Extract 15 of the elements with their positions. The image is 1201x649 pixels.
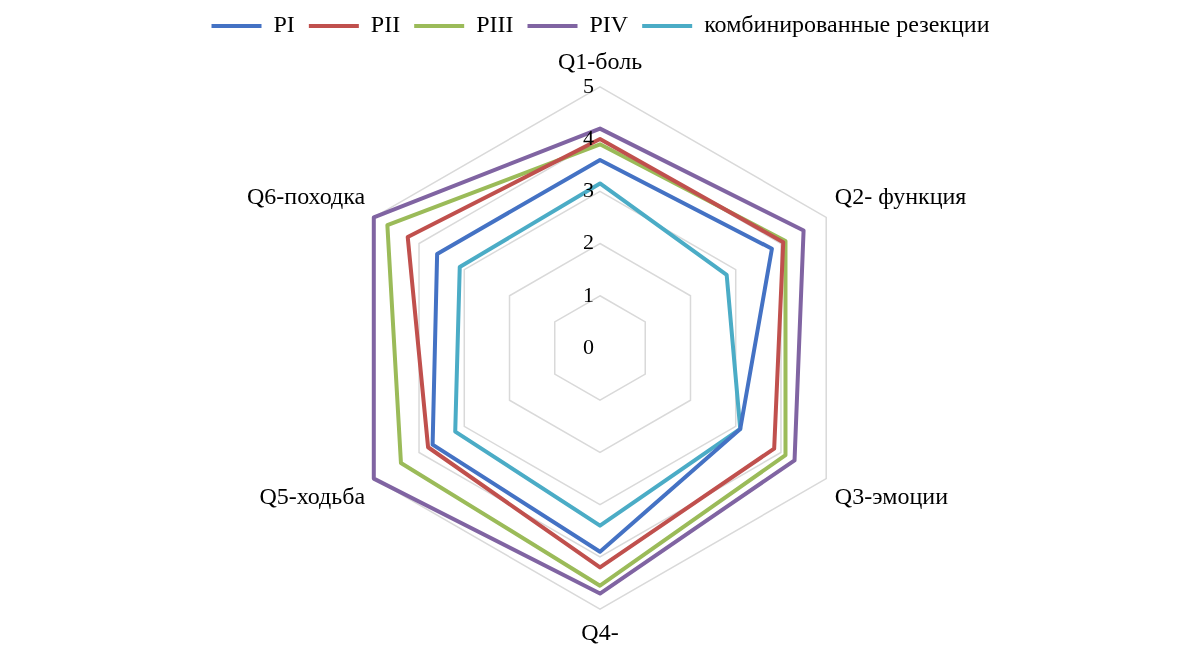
spoke-label: Q3-эмоции [834, 483, 949, 510]
legend-label: комбинированные резекции [704, 11, 990, 38]
legend-label: PI [273, 11, 295, 38]
legend-label: PIV [589, 11, 629, 38]
y-tick-label: 0 [583, 333, 594, 359]
spoke-label: Q6-походка [247, 183, 366, 210]
y-tick-label: 1 [583, 281, 594, 307]
spoke-label: Q1-боль [557, 47, 643, 74]
legend-label: PIII [476, 11, 514, 38]
y-tick-label: 5 [583, 72, 594, 98]
spoke-label: Q4- [581, 618, 619, 645]
spoke-label: Q5-ходьба [259, 483, 366, 510]
y-tick-label: 2 [583, 229, 594, 255]
spoke-label: Q2- функция [834, 183, 967, 210]
legend-label: PII [370, 11, 401, 38]
